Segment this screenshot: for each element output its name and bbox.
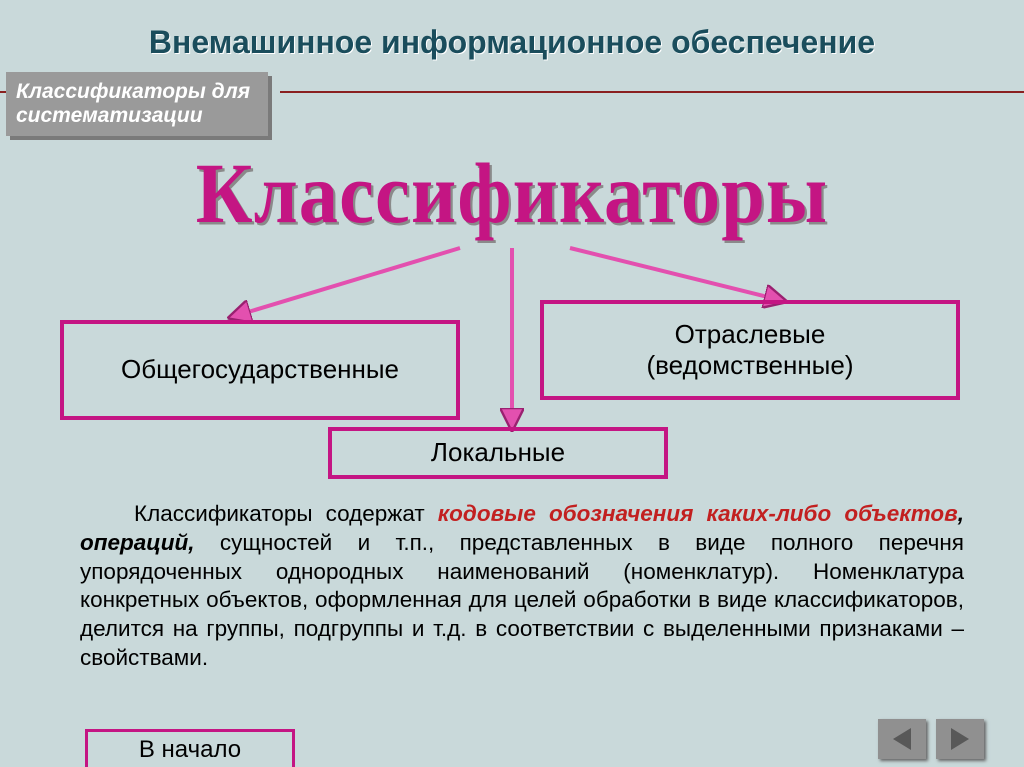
triangle-right-icon [947, 726, 973, 752]
nav-home-button[interactable]: В начало [85, 729, 295, 767]
nav-prev-button[interactable] [878, 719, 926, 759]
nav-arrows [878, 719, 984, 759]
node-local: Локальные [328, 427, 668, 479]
node-state: Общегосударственные [60, 320, 460, 420]
description-paragraph: Классификаторы содержат кодовые обозначе… [80, 500, 964, 673]
p-highlight-red: кодовые обозначения каких-либо объектов [438, 501, 958, 526]
p-rest: сущностей и т.п., представленных в виде … [80, 530, 964, 670]
nav-next-button[interactable] [936, 719, 984, 759]
triangle-left-icon [889, 726, 915, 752]
p-pre: Классификаторы содержат [134, 501, 438, 526]
node-sector: Отраслевые (ведомственные) [540, 300, 960, 400]
